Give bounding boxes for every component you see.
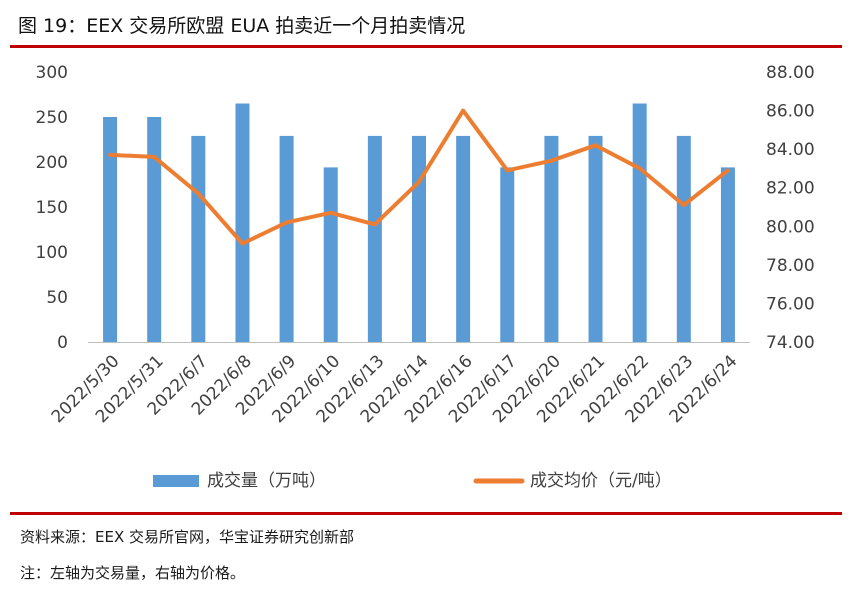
- volume-bar: [588, 135, 603, 342]
- axis-note: 注：左轴为交易量，右轴为价格。: [20, 564, 246, 582]
- combo-chart: 0 50 100 150 200 250 300 74.00 76.00 78.00 80.00 8…: [36, 63, 815, 491]
- volume-bar: [412, 135, 426, 342]
- left-tick-label: 250: [36, 108, 68, 128]
- left-tick-label: 200: [36, 153, 68, 173]
- price-line: [108, 108, 730, 246]
- left-tick-label: 0: [57, 333, 68, 353]
- right-tick-label: 82.00: [766, 179, 815, 199]
- left-tick-label: 150: [36, 198, 68, 218]
- legend: 成交量（万吨） 成交均价（元/吨）: [153, 471, 672, 491]
- legend-swatch-volume: [153, 475, 199, 487]
- volume-bars: [103, 103, 735, 342]
- right-tick-label: 78.00: [766, 256, 815, 276]
- volume-bar: [323, 167, 338, 342]
- figure-title: 图 19：EEX 交易所欧盟 EUA 拍卖近一个月拍卖情况: [18, 15, 466, 37]
- legend-label-volume: 成交量（万吨）: [207, 471, 326, 491]
- right-tick-label: 88.00: [766, 63, 815, 83]
- right-axis: 74.00 76.00 78.00 80.00 82.00 84.00 86.00 88.00: [766, 63, 815, 353]
- x-axis-labels: 2022/5/302022/5/312022/6/72022/6/82022/6…: [48, 351, 742, 427]
- top-divider: [10, 45, 842, 48]
- volume-bar: [720, 167, 735, 342]
- volume-bar: [367, 135, 382, 342]
- volume-bar: [147, 117, 162, 342]
- right-tick-label: 74.00: [766, 333, 815, 353]
- volume-bar: [103, 117, 118, 342]
- legend-label-price: 成交均价（元/吨）: [530, 471, 672, 491]
- volume-bar: [544, 135, 559, 342]
- volume-bar: [235, 103, 250, 342]
- left-axis: 0 50 100 150 200 250 300: [36, 63, 68, 353]
- volume-bar: [279, 135, 294, 342]
- volume-bar: [676, 135, 691, 342]
- volume-bar: [500, 167, 515, 342]
- left-tick-label: 100: [36, 243, 68, 263]
- volume-bar: [632, 103, 647, 342]
- right-tick-label: 76.00: [766, 294, 815, 314]
- right-tick-label: 80.00: [766, 217, 815, 237]
- source-note: 资料来源：EEX 交易所官网，华宝证券研究创新部: [20, 528, 355, 546]
- bottom-divider: [10, 512, 842, 515]
- right-tick-label: 84.00: [766, 140, 815, 160]
- right-tick-label: 86.00: [766, 102, 815, 122]
- left-tick-label: 300: [36, 63, 68, 83]
- volume-bar: [191, 135, 206, 342]
- left-tick-label: 50: [46, 288, 68, 308]
- volume-bar: [456, 135, 471, 342]
